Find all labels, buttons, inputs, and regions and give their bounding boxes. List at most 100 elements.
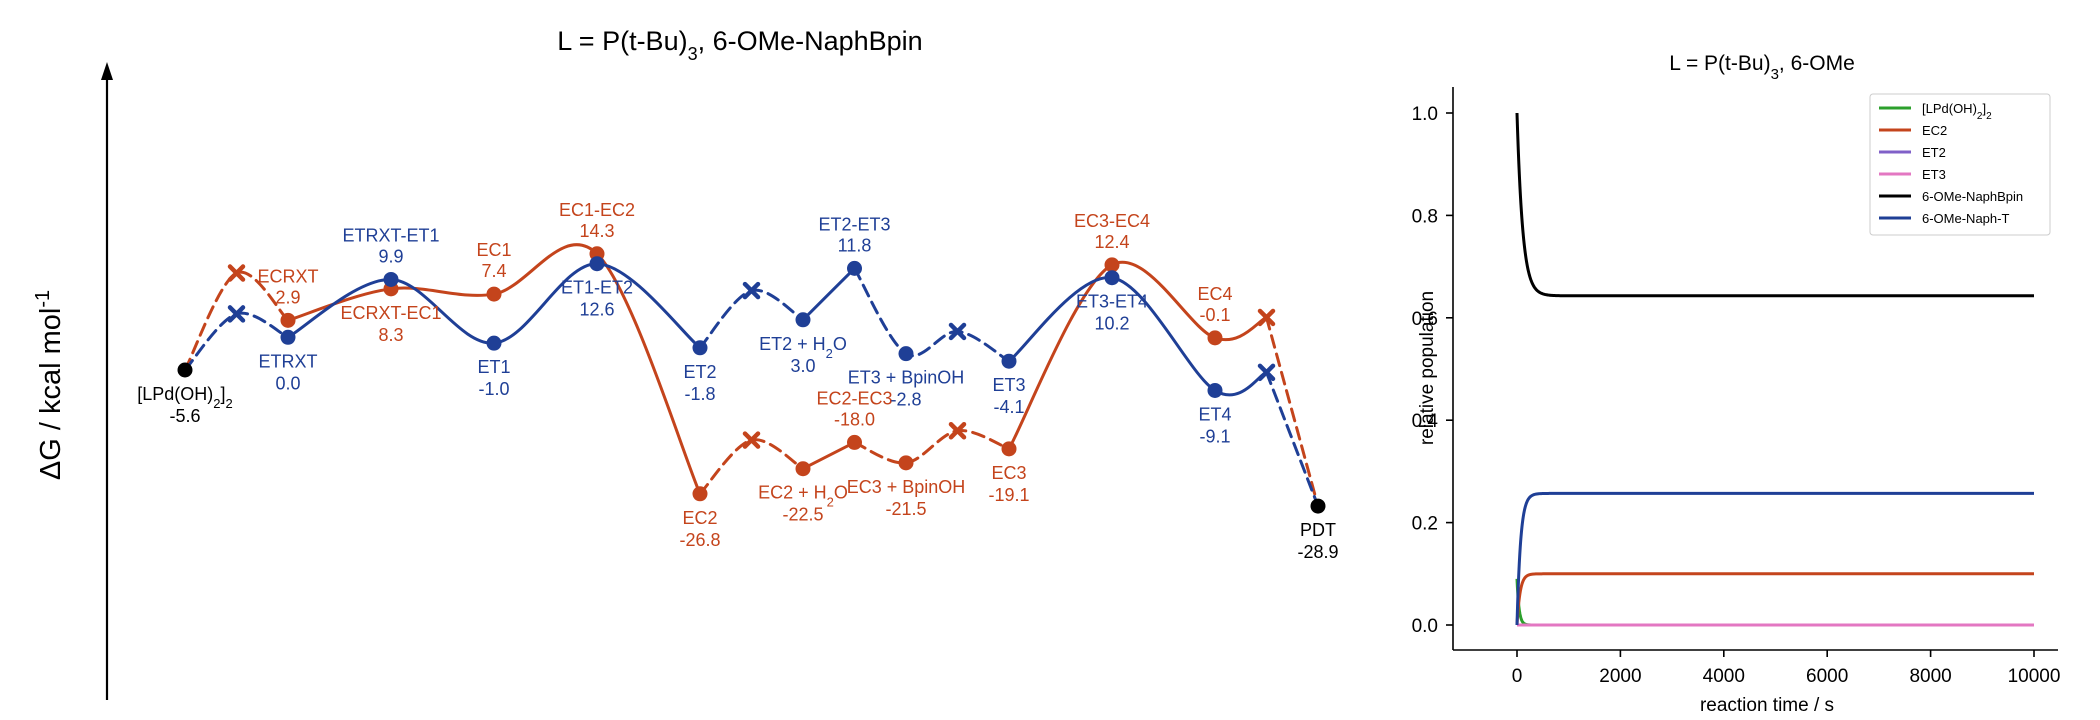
state-label: ET3 — [992, 375, 1025, 395]
population-x-label: reaction time / s — [1700, 695, 1834, 716]
state-label: EC1-EC2 — [559, 200, 635, 220]
ec-x-marker — [1257, 308, 1276, 327]
population-curve-5 — [1515, 491, 2034, 625]
ylabel-text: ΔG / kcal mol — [35, 308, 67, 480]
ec-x-marker — [742, 431, 761, 449]
energy-axis-label: ΔG / kcal mol-1 — [32, 290, 67, 480]
state-energy-value: 12.4 — [1094, 232, 1129, 252]
state-label: EC2 — [682, 508, 717, 528]
x-tick-label: 2000 — [1599, 666, 1641, 687]
y-tick-label: 0.4 — [1412, 411, 1439, 432]
end-point-marker — [1310, 498, 1326, 514]
y-tick-label: 1.0 — [1412, 104, 1438, 125]
state-label: ECRXT-EC1 — [340, 303, 441, 323]
state-label: EC3 + BpinOH — [847, 477, 966, 497]
state-label: PDT — [1300, 520, 1336, 540]
state-energy-value: 7.4 — [481, 261, 506, 281]
ec-point-marker — [1001, 441, 1017, 457]
state-label: ET4 — [1198, 404, 1231, 424]
x-tick-label: 6000 — [1806, 666, 1848, 687]
y-tick-label: 0.2 — [1412, 514, 1438, 535]
et-point-marker — [383, 271, 399, 287]
population-chart: L = P(t-Bu)3, 6-OMe 0 2000 4000 6000 8000 100… — [1412, 52, 2061, 716]
dashed-ec-segment — [183, 270, 290, 372]
state-label: ET2 — [683, 362, 716, 382]
state-energy-value: -2.8 — [890, 390, 921, 410]
title-subscript: 3 — [1771, 66, 1779, 83]
title-subscript: 3 — [688, 44, 698, 64]
population-curve-0 — [1515, 578, 2034, 627]
state-energy-value: 10.2 — [1094, 314, 1129, 334]
x-tick-label: 8000 — [1909, 666, 1951, 687]
ec-point-marker — [795, 461, 811, 477]
et-point-marker — [1104, 270, 1120, 286]
state-energy-value: -4.1 — [993, 397, 1024, 417]
state-energy-value: 2.9 — [275, 287, 300, 307]
population-curve-4 — [1515, 113, 2034, 298]
et-x-marker — [1257, 363, 1276, 382]
state-energy-value: 12.6 — [579, 300, 614, 320]
state-energy-value: 3.0 — [790, 356, 815, 376]
state-label: ET2-ET3 — [818, 214, 890, 234]
state-label: EC4 — [1197, 284, 1232, 304]
population-curve-1 — [1515, 572, 2034, 626]
state-label: ETRXT — [258, 351, 317, 371]
profile-markers — [177, 246, 1326, 514]
state-label: EC3 — [991, 463, 1026, 483]
state-label: EC3-EC4 — [1074, 211, 1150, 231]
state-energy-value: -1.8 — [684, 384, 715, 404]
ec-point-marker — [1207, 330, 1223, 346]
population-curves — [1515, 113, 2034, 627]
state-label: [LPd(OH)2]2 — [137, 384, 233, 411]
state-energy-value: -19.1 — [988, 485, 1029, 505]
ec-x-marker — [227, 264, 246, 282]
energy-profile-title: L = P(t-Bu)3, 6-OMe-NaphBpin — [557, 26, 922, 64]
legend-entry: [LPd(OH)2]2 — [1922, 101, 1992, 122]
et-point-marker — [1001, 353, 1017, 369]
legend-entry: ET3 — [1922, 167, 1946, 182]
state-label: ETRXT-ET1 — [342, 225, 439, 245]
x-tick-label: 0 — [1512, 666, 1523, 687]
et-point-marker — [692, 340, 708, 356]
profile-lines — [183, 243, 1320, 508]
state-energy-value: 8.3 — [378, 325, 403, 345]
y-tick-label: 0.0 — [1412, 616, 1438, 637]
population-title: L = P(t-Bu)3, 6-OMe — [1669, 52, 1855, 83]
et-x-marker — [227, 305, 246, 323]
x-tick-label: 10000 — [2008, 666, 2061, 687]
state-energy-value: -26.8 — [679, 530, 720, 550]
et-point-marker — [795, 312, 811, 328]
energy-axis-arrow — [101, 62, 113, 80]
start-point-marker — [177, 362, 193, 378]
state-label: EC1 — [476, 240, 511, 260]
dashed-et-segment — [853, 266, 1011, 363]
state-energy-value: -9.1 — [1199, 426, 1230, 446]
ec-point-marker — [898, 455, 914, 471]
legend-entry: 6-OMe-Naph-T — [1922, 211, 2009, 226]
state-label: EC2 + H2O — [758, 483, 848, 510]
legend-box — [1869, 93, 2051, 236]
legend-entry: ET2 — [1922, 145, 1946, 160]
state-energy-value: 14.3 — [579, 221, 614, 241]
et-x-marker — [948, 322, 967, 341]
ec-point-marker — [692, 486, 708, 502]
ec-point-marker — [486, 286, 502, 302]
legend-entry: EC2 — [1922, 123, 1947, 138]
state-energy-value: -21.5 — [885, 499, 926, 519]
state-energy-value: -22.5 — [782, 505, 823, 525]
state-label: ECRXT — [257, 266, 318, 286]
ec-point-marker — [1104, 257, 1120, 273]
state-label: ET2 + H2O — [759, 334, 847, 361]
state-energy-value: -1.0 — [478, 379, 509, 399]
solid-et-segment — [801, 266, 856, 322]
y-tick-label: 0.6 — [1412, 309, 1438, 330]
state-energy-value: -18.0 — [834, 409, 875, 429]
title-main: L = P(t-Bu) — [557, 26, 687, 56]
ec-point-marker — [280, 312, 296, 328]
et-point-marker — [898, 346, 914, 362]
state-energy-value: 9.9 — [378, 246, 403, 266]
ylabel-superscript: -1 — [32, 290, 54, 308]
y-tick-label: 0.8 — [1412, 206, 1438, 227]
